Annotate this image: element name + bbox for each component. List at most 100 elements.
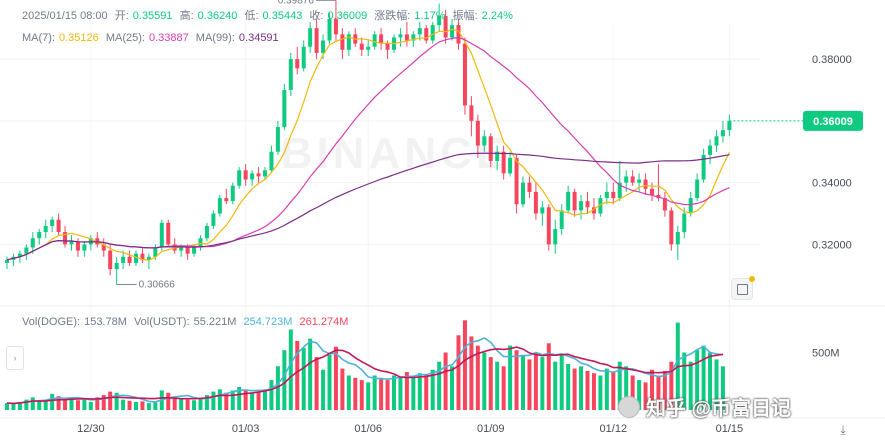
- volume-bar: [256, 391, 261, 410]
- volume-bar: [121, 399, 126, 410]
- volume-bar: [714, 359, 719, 410]
- list-icon: [736, 283, 748, 295]
- ma-lines: [6, 28, 730, 261]
- candle-body: [514, 157, 519, 205]
- volume-bar: [695, 350, 700, 410]
- candles: [5, 0, 732, 285]
- candle-body: [533, 191, 538, 214]
- volume-bar: [617, 361, 622, 410]
- volume-bar: [11, 403, 16, 410]
- volume-tick-label: 500M: [812, 348, 840, 360]
- volume-bar: [275, 366, 280, 410]
- volume-bar: [82, 399, 87, 410]
- candle-body: [495, 151, 500, 161]
- candle-body: [443, 15, 448, 38]
- volume-bar: [192, 400, 197, 410]
- volume-bar: [50, 393, 55, 410]
- ma25-label: MA(25):: [105, 32, 145, 44]
- volume-bar: [656, 375, 661, 410]
- volume-bar: [527, 359, 532, 410]
- volume-bar: [172, 396, 177, 410]
- volume-bar: [708, 352, 713, 410]
- x-axis: 12/30 01/03 01/06 01/09 01/12 01/15: [77, 423, 743, 435]
- ma7-line: [6, 28, 730, 261]
- volume-bar: [243, 390, 248, 410]
- volume-bar: [56, 396, 61, 410]
- volume-bar: [108, 391, 113, 410]
- credit-watermark: 知乎 @币富日记: [618, 392, 791, 421]
- vol-usdt-label: Vol(USDT):: [133, 316, 190, 328]
- candle-body: [101, 244, 106, 251]
- candle-body: [708, 145, 713, 155]
- annotations: 0.36009 0.39876 0.30666: [116, 0, 863, 291]
- last-price-label: 0.36009: [813, 116, 853, 128]
- candle-body: [579, 201, 584, 211]
- volume-bar: [417, 373, 422, 410]
- volume-bar: [230, 390, 235, 410]
- volume-bar: [643, 382, 648, 410]
- candle-body: [237, 170, 242, 186]
- volume-ma-lines: [6, 337, 724, 405]
- volume-bar: [37, 400, 42, 410]
- volume-bar: [372, 375, 377, 410]
- candle-body: [540, 207, 545, 214]
- volume-bar: [217, 389, 222, 410]
- volume-bar: [404, 372, 409, 410]
- vol-doge-value: 153.78M: [84, 316, 127, 328]
- volume-bar: [559, 354, 564, 410]
- candle-body: [656, 194, 661, 199]
- volume-bar: [669, 361, 674, 410]
- volume-bar: [392, 375, 396, 410]
- volume-bar: [321, 369, 326, 410]
- candle-body: [662, 198, 667, 211]
- candle-body: [321, 40, 326, 53]
- ma-legend: MA(7): 0.35126 MA(25): 0.33887 MA(99): 0.34…: [22, 32, 283, 44]
- volume-bar: [469, 336, 474, 410]
- candle-body: [108, 250, 113, 270]
- max-price-annotation: 0.39876: [278, 0, 315, 6]
- candle-body: [630, 176, 635, 183]
- candle-body: [56, 219, 61, 233]
- low-value: 0.35443: [262, 10, 303, 22]
- volume-bar: [533, 352, 538, 410]
- volume-bar: [540, 357, 545, 410]
- candle-body: [211, 213, 216, 226]
- reset-axis-button[interactable]: ⤓: [836, 423, 850, 437]
- volume-bar: [101, 395, 106, 410]
- candle-body: [63, 232, 68, 245]
- candle-body: [404, 34, 409, 41]
- min-price-annotation: 0.30666: [139, 280, 176, 291]
- time-tick-label: 01/15: [716, 423, 744, 435]
- candle-body: [288, 59, 293, 90]
- candle-body: [469, 105, 474, 121]
- collapse-toggle-button[interactable]: ›: [6, 346, 24, 370]
- volume-bar: [127, 400, 132, 410]
- volume-bar: [95, 397, 100, 410]
- volume-bar: [662, 370, 667, 410]
- candle-body: [398, 34, 403, 38]
- chart-settings-button[interactable]: [731, 276, 755, 300]
- volume-bar: [211, 391, 216, 410]
- open-label: 开:: [114, 10, 129, 22]
- vol-ma1-value: 254.723M: [243, 316, 293, 328]
- candle-body: [30, 238, 35, 248]
- vol-ma2-value: 261.274M: [299, 316, 349, 328]
- volume-bar: [701, 345, 706, 410]
- volume-bar: [437, 361, 442, 410]
- volume-bar: [637, 380, 642, 410]
- candle-body: [114, 262, 119, 270]
- candle-body: [24, 247, 29, 254]
- volume-bar: [366, 382, 371, 410]
- volume-bar: [140, 401, 145, 410]
- volume-bar: [327, 354, 332, 410]
- candle-body: [475, 120, 480, 146]
- candle-body: [669, 210, 674, 245]
- candle-body: [230, 185, 235, 202]
- candle-body: [250, 173, 255, 180]
- volume-bar: [237, 387, 242, 410]
- volume-bar: [282, 350, 287, 410]
- candle-body: [308, 28, 313, 47]
- candle-body: [179, 247, 184, 251]
- candle-body: [333, 18, 338, 35]
- volume-bar: [314, 357, 319, 410]
